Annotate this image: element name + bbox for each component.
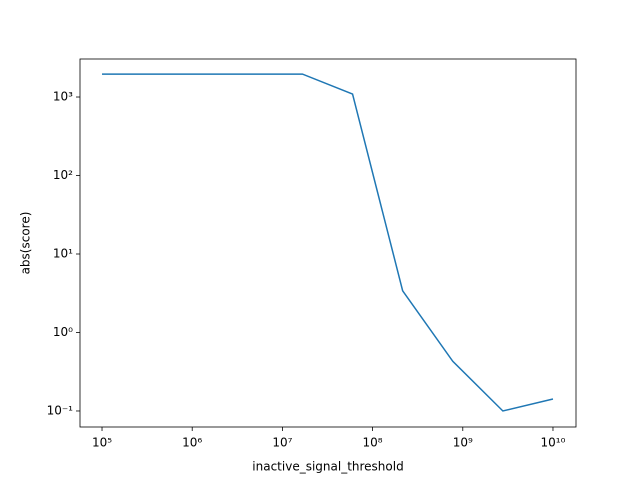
x-tick-label: 10¹⁰ [541,436,566,450]
x-tick-label: 10⁶ [182,436,202,450]
y-tick-label: 10³ [53,90,73,104]
x-tick-label: 10⁹ [453,436,473,450]
x-tick-label: 10⁵ [92,436,112,450]
x-tick-label: 10⁷ [272,436,292,450]
y-tick-label: 10² [53,168,73,182]
x-tick-label: 10⁸ [363,436,383,450]
y-tick-label: 10¹ [53,246,73,260]
y-tick-label: 10⁰ [53,325,73,339]
line-series [102,73,554,412]
y-tick-label: 10⁻¹ [47,403,74,417]
y-axis-label: abs(score) [19,212,33,275]
x-axis-label: inactive_signal_threshold [252,460,403,474]
axes-frame [79,58,577,428]
